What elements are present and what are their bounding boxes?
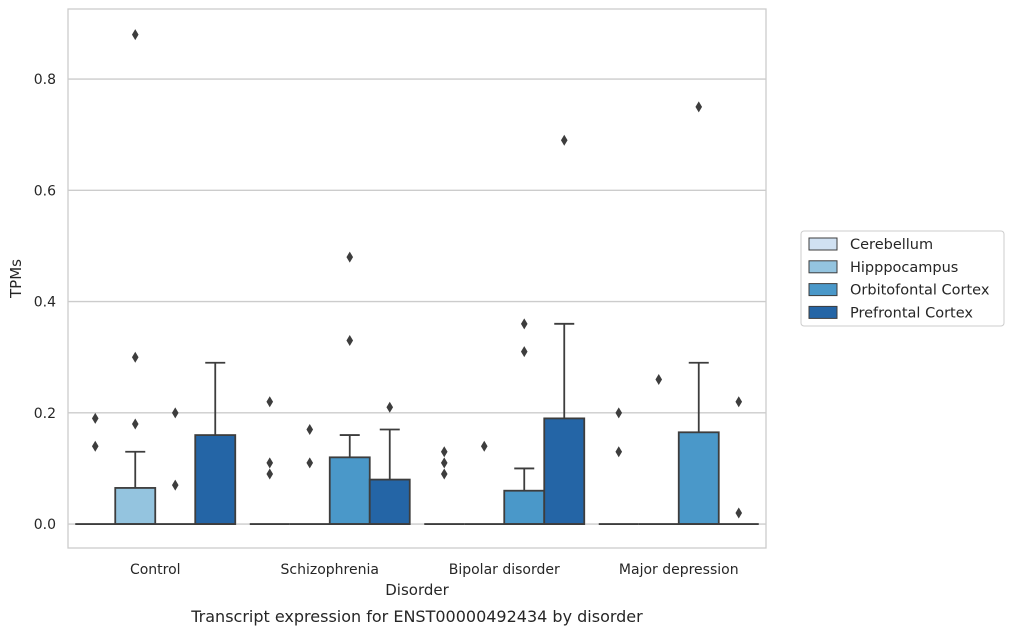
x-tick-labels: Control Schizophrenia Bipolar disorder Majo… <box>130 562 739 578</box>
boxes <box>75 29 759 525</box>
outlier-point <box>655 373 663 385</box>
box <box>114 487 157 525</box>
outlier-point <box>440 457 448 469</box>
box <box>368 478 411 525</box>
box-group <box>543 134 586 525</box>
outlier-point <box>346 335 354 347</box>
outlier-point <box>266 396 274 408</box>
y-tick-label: 0.8 <box>34 72 56 88</box>
outlier-point <box>480 440 488 452</box>
box-group <box>194 361 237 525</box>
y-tick-label: 0.0 <box>34 517 56 533</box>
outlier-point <box>91 440 99 452</box>
box-group <box>328 251 371 525</box>
outlier-point <box>440 468 448 480</box>
legend-swatch <box>808 305 838 319</box>
outlier-point <box>131 418 139 430</box>
box <box>503 489 546 525</box>
legend-frame <box>800 230 1005 327</box>
outlier-point <box>615 407 623 419</box>
x-tick-label: Control <box>130 562 181 578</box>
legend-label: Cerebellum <box>850 237 933 253</box>
outlier-point <box>266 457 274 469</box>
legend-swatch <box>808 283 838 297</box>
gridlines <box>68 78 766 525</box>
box-group <box>155 407 196 525</box>
box-group <box>718 396 759 525</box>
box-group <box>677 101 720 525</box>
y-axis-label: TPMs <box>7 259 25 299</box>
legend: Cerebellum Hipppocampus Orbitofontal Corte… <box>800 230 1005 327</box>
outlier-point <box>520 346 528 358</box>
x-tick-label: Schizophrenia <box>281 562 379 578</box>
legend-label: Hipppocampus <box>850 260 958 276</box>
outlier-point <box>560 134 568 146</box>
box-group <box>368 401 411 525</box>
box-group <box>249 396 290 525</box>
x-tick-label: Bipolar disorder <box>449 562 560 578</box>
x-axis-label: Disorder <box>385 581 449 599</box>
box <box>328 456 371 525</box>
box-group <box>598 407 639 525</box>
y-tick-labels: 0.0 0.2 0.4 0.6 0.8 <box>34 72 56 533</box>
outlier-point <box>520 318 528 330</box>
box-group <box>638 373 679 525</box>
legend-label: Orbitofontal Cortex <box>850 283 990 299</box>
y-tick-label: 0.6 <box>34 183 56 199</box>
box <box>194 434 237 525</box>
y-tick-label: 0.2 <box>34 406 56 422</box>
outlier-point <box>306 424 314 436</box>
outlier-point <box>440 446 448 458</box>
box-group <box>503 318 546 525</box>
outlier-point <box>386 401 394 413</box>
box <box>543 417 586 525</box>
box-group <box>464 440 505 525</box>
outlier-point <box>695 101 703 113</box>
box <box>677 431 720 525</box>
legend-label: Prefrontal Cortex <box>850 305 973 321</box>
box-group <box>424 446 465 525</box>
x-tick-label: Major depression <box>619 562 739 578</box>
legend-swatch <box>808 260 838 274</box>
legend-swatch <box>808 237 838 251</box>
box-group <box>75 412 116 525</box>
outlier-point <box>131 351 139 363</box>
chart-caption: Transcript expression for ENST0000049243… <box>190 607 643 626</box>
outlier-point <box>735 396 743 408</box>
outlier-point <box>346 251 354 263</box>
outlier-point <box>615 446 623 458</box>
outlier-point <box>266 468 274 480</box>
outlier-point <box>91 412 99 424</box>
outlier-point <box>131 29 139 41</box>
outlier-point <box>171 479 179 491</box>
outlier-point <box>171 407 179 419</box>
y-tick-label: 0.4 <box>34 295 56 311</box>
outlier-point <box>306 457 314 469</box>
box-group <box>114 29 157 525</box>
plot-frame <box>67 8 767 549</box>
outlier-point <box>735 507 743 519</box>
box-group <box>289 424 330 525</box>
